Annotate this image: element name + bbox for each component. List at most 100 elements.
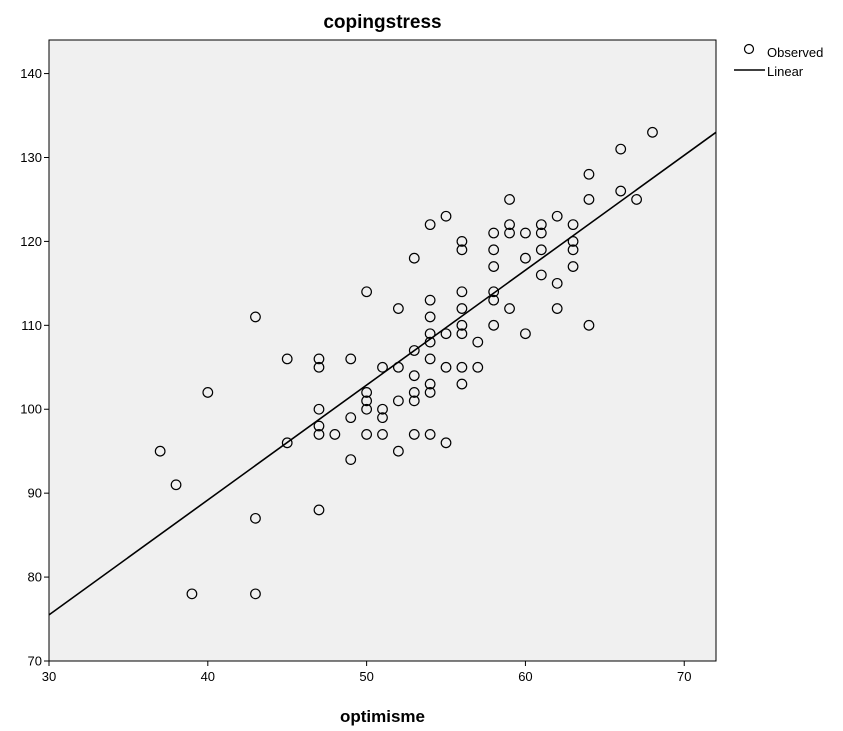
legend-label-linear: Linear — [767, 64, 804, 79]
data-point — [361, 429, 373, 440]
legend-label-observed: Observed — [767, 45, 823, 60]
data-point — [456, 378, 468, 390]
data-point — [408, 395, 420, 407]
x-tick-label: 50 — [359, 669, 373, 684]
data-point — [631, 194, 642, 205]
data-point — [250, 512, 261, 524]
data-point — [583, 194, 595, 205]
data-point — [329, 429, 341, 440]
data-point — [424, 328, 436, 340]
data-point — [392, 395, 404, 407]
data-point — [551, 303, 563, 314]
data-point — [504, 227, 515, 239]
data-point — [424, 353, 436, 365]
data-point — [488, 294, 500, 306]
data-point — [313, 420, 325, 432]
data-point — [424, 429, 436, 440]
data-point — [408, 345, 420, 356]
data-point — [488, 227, 500, 239]
data-point — [440, 361, 452, 373]
chart-title: copingstress — [323, 12, 441, 33]
data-point — [392, 445, 404, 457]
data-point — [456, 244, 468, 256]
data-point — [551, 277, 563, 289]
data-point — [424, 219, 436, 231]
data-point — [456, 286, 468, 298]
data-point — [345, 454, 357, 465]
data-point — [440, 328, 452, 340]
data-point — [361, 387, 373, 398]
axis-ticks: 30 40 50 60 70 70 80 90 100 110 120 130 140 — [20, 66, 691, 684]
data-point — [202, 387, 214, 398]
data-point — [456, 328, 468, 340]
data-point — [408, 387, 420, 398]
data-point — [456, 303, 468, 314]
data-point — [472, 361, 484, 373]
data-point — [186, 588, 198, 600]
observed-points — [154, 126, 658, 600]
data-point — [281, 437, 293, 449]
data-point — [250, 588, 261, 600]
data-point — [424, 387, 436, 398]
data-point — [250, 311, 261, 323]
data-point — [567, 236, 579, 247]
x-axis-title: optimisme — [340, 707, 425, 726]
legend: Observed Linear — [734, 43, 823, 79]
data-point — [504, 194, 515, 205]
data-point — [535, 269, 547, 281]
data-point — [488, 261, 500, 272]
data-point — [154, 445, 166, 457]
plot-area — [48, 39, 717, 662]
data-point — [520, 252, 531, 264]
data-point — [361, 395, 373, 407]
data-point — [535, 219, 547, 231]
data-point — [313, 504, 325, 516]
y-tick-label: 100 — [20, 402, 42, 417]
y-tick-label: 90 — [28, 486, 42, 501]
data-point — [313, 353, 325, 365]
data-point — [440, 210, 452, 222]
y-tick-label: 120 — [20, 234, 42, 249]
data-point — [615, 185, 627, 197]
data-point — [456, 361, 468, 373]
y-tick-label: 140 — [20, 66, 42, 81]
data-point — [520, 227, 531, 239]
data-point — [408, 429, 420, 440]
data-point — [392, 303, 404, 314]
data-point — [424, 378, 436, 390]
data-point — [615, 143, 627, 155]
data-point — [504, 219, 515, 231]
x-tick-label: 40 — [201, 669, 215, 684]
data-point — [488, 286, 500, 298]
y-tick-label: 110 — [21, 318, 42, 333]
data-point — [408, 252, 420, 264]
data-point — [583, 168, 595, 180]
data-point — [313, 429, 325, 440]
data-point — [535, 244, 547, 256]
data-point — [567, 261, 579, 272]
x-tick-label: 70 — [677, 669, 691, 684]
y-tick-label: 70 — [28, 654, 42, 669]
data-point — [392, 361, 404, 373]
data-point — [456, 319, 468, 331]
y-tick-label: 80 — [28, 570, 42, 585]
data-point — [472, 336, 484, 348]
data-point — [440, 437, 452, 449]
data-point — [424, 336, 436, 348]
data-point — [456, 236, 468, 247]
data-point — [345, 412, 357, 424]
data-point — [377, 412, 388, 424]
data-point — [535, 227, 547, 239]
data-point — [583, 319, 595, 331]
data-point — [520, 328, 531, 340]
data-point — [408, 370, 420, 382]
data-point — [567, 219, 579, 231]
data-point — [377, 361, 388, 373]
data-point — [361, 403, 373, 415]
data-point — [424, 294, 436, 306]
data-point — [313, 361, 325, 373]
data-point — [345, 353, 357, 365]
y-tick-label: 130 — [20, 150, 42, 165]
legend-marker-observed — [743, 43, 755, 55]
